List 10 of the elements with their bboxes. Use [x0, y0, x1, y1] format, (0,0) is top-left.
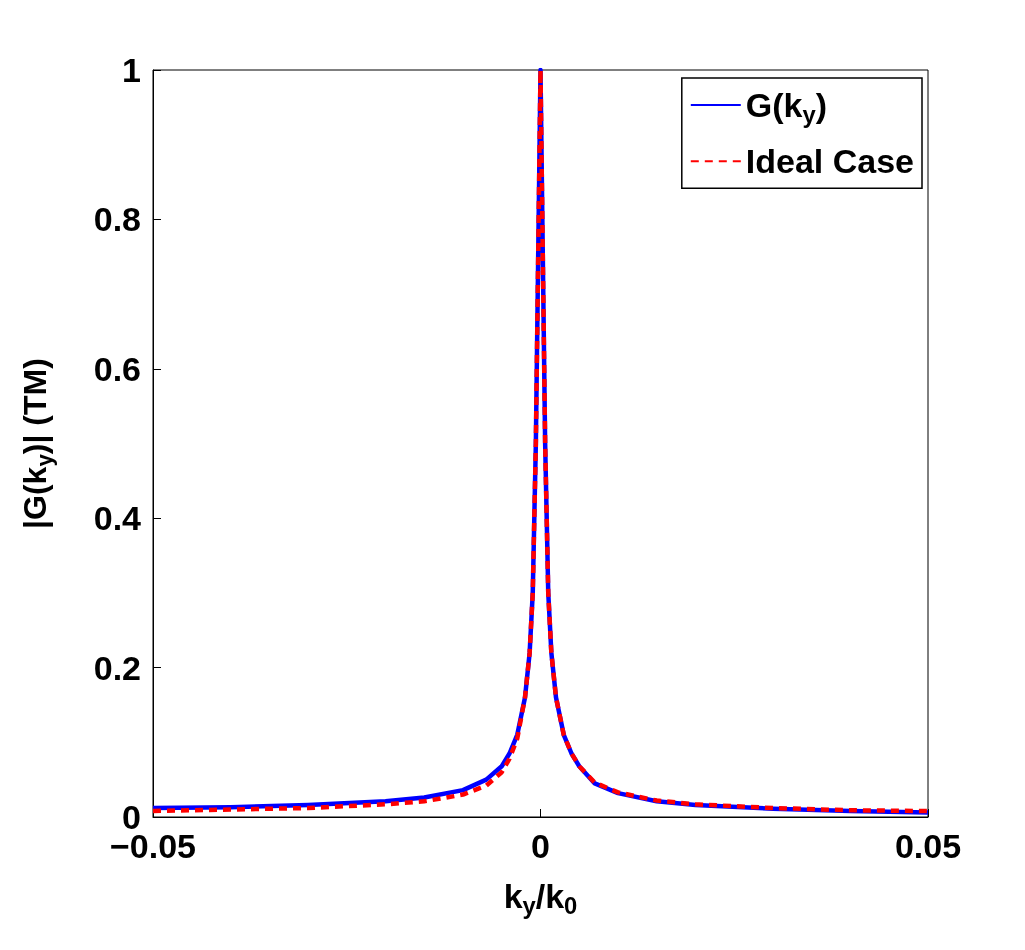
- legend-label: Ideal Case: [745, 142, 915, 181]
- y-tick-label: 0.8: [93, 200, 141, 239]
- x-tick-label: 0: [531, 827, 550, 865]
- y-tick-label: 0.4: [93, 499, 142, 538]
- y-tick-label: 0: [122, 798, 141, 836]
- y-axis-title: |G(ky)| (TM): [17, 358, 57, 529]
- x-tick-label: 0.05: [894, 827, 962, 865]
- y-tick-label: 1: [122, 51, 141, 89]
- y-tick-label: 0.2: [93, 648, 141, 687]
- y-tick-label: 0.6: [93, 349, 141, 388]
